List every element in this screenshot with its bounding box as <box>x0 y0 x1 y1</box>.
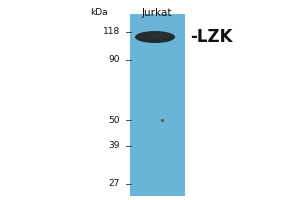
Ellipse shape <box>147 33 169 39</box>
Text: kDa: kDa <box>90 8 108 17</box>
Text: -LZK: -LZK <box>190 28 232 46</box>
Text: 27: 27 <box>109 179 120 188</box>
Text: 118: 118 <box>103 27 120 36</box>
Text: 50: 50 <box>109 116 120 125</box>
Text: Jurkat: Jurkat <box>142 8 172 18</box>
Text: 90: 90 <box>109 55 120 64</box>
Bar <box>130 14 185 196</box>
Ellipse shape <box>135 31 175 43</box>
Text: 39: 39 <box>109 141 120 150</box>
